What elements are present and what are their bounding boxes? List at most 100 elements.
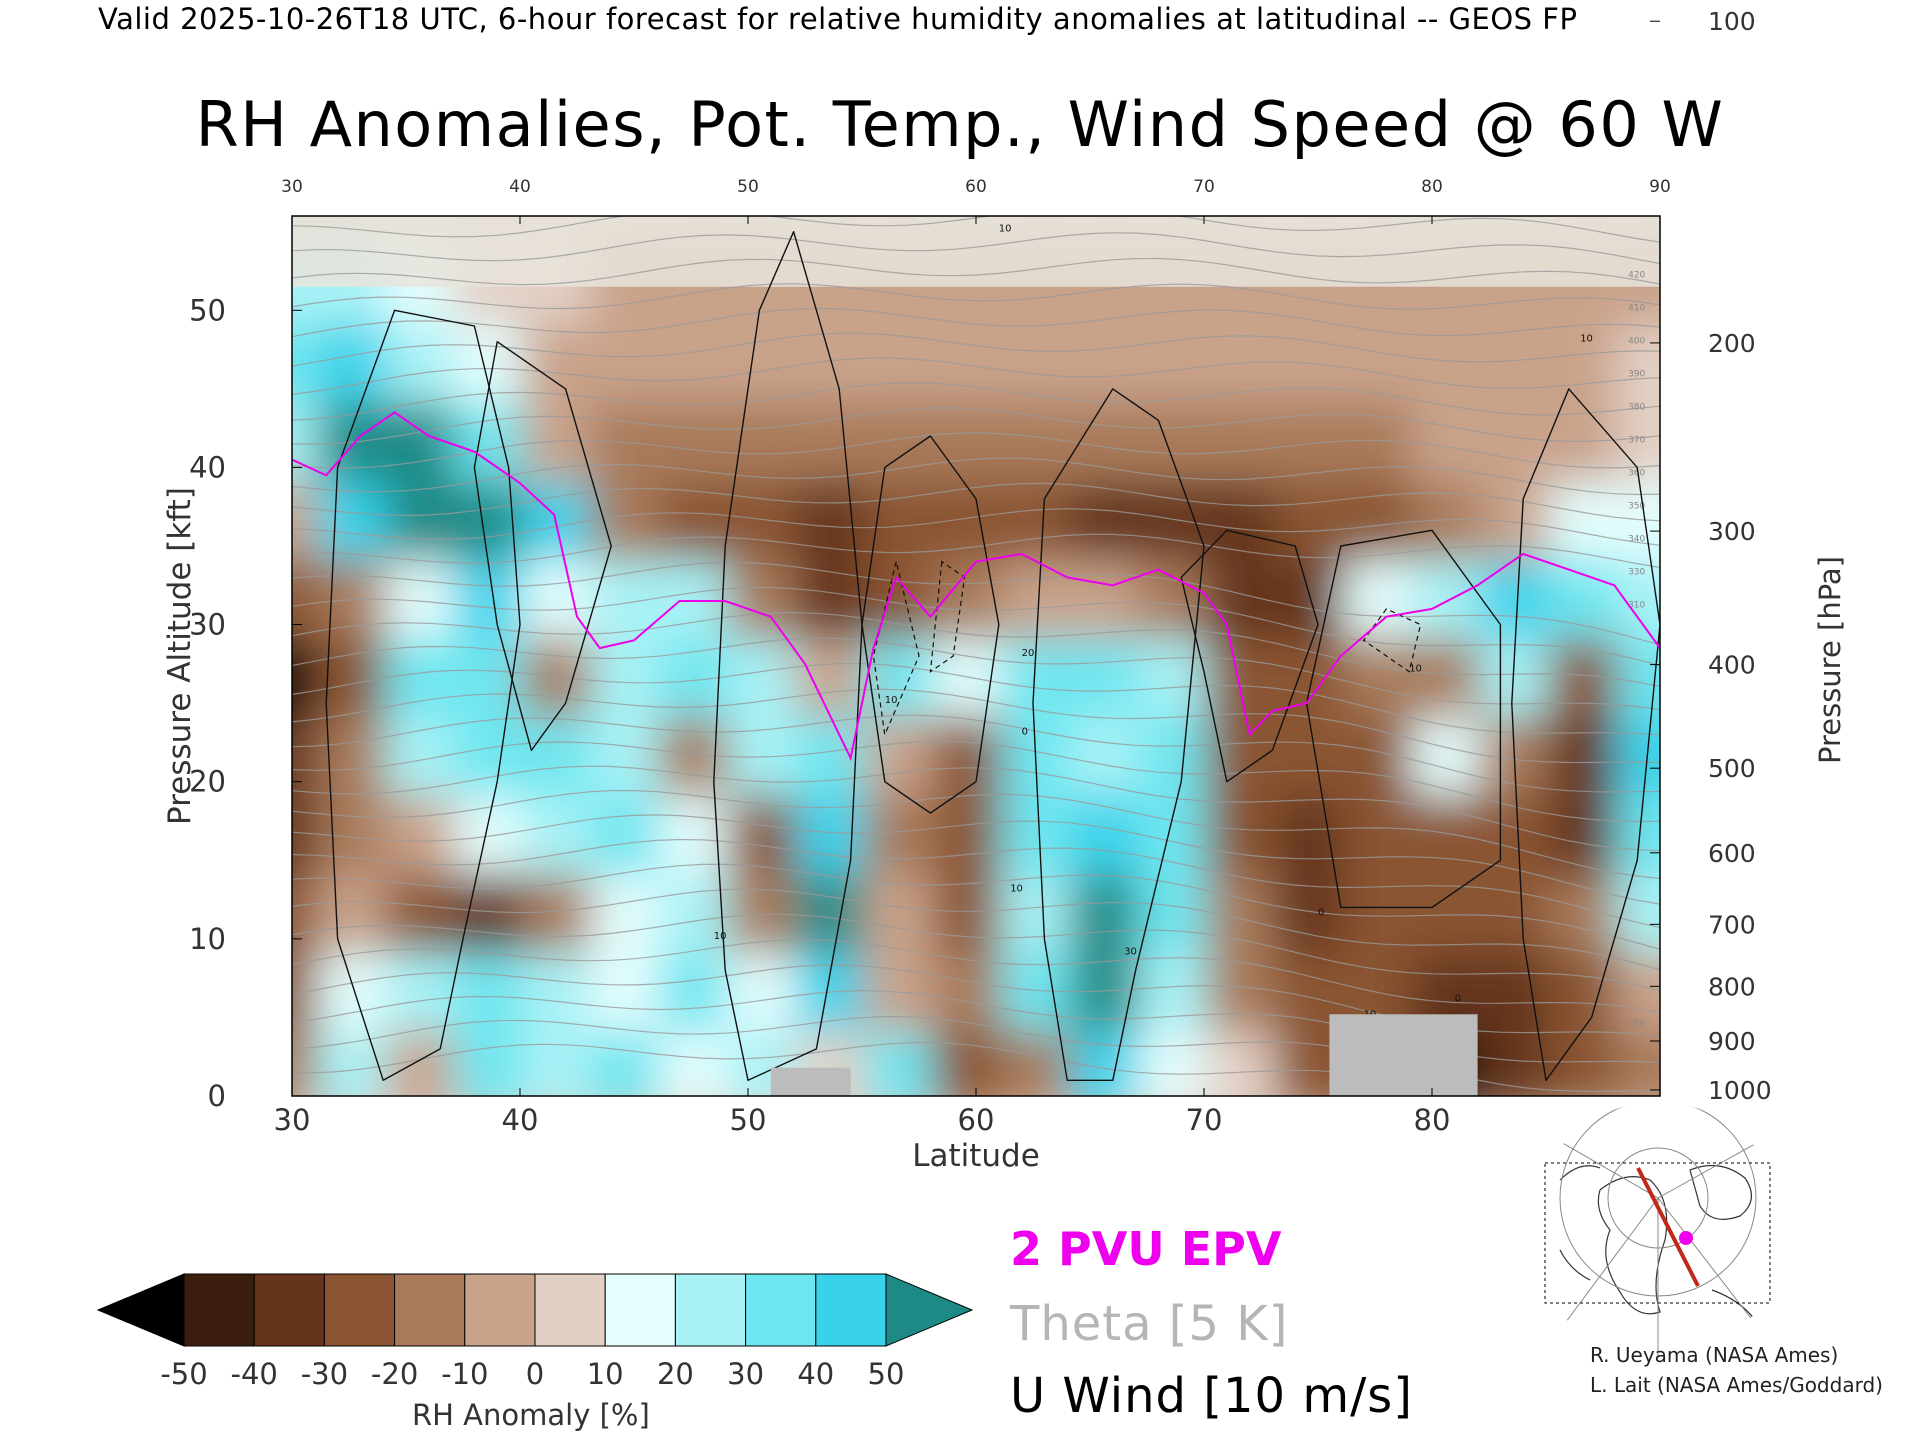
uwind-label: 30	[1124, 947, 1137, 958]
uwind-contour	[1511, 388, 1660, 1081]
theta-label: 350	[1628, 501, 1645, 511]
theta-contour	[292, 561, 1660, 646]
theta-contour	[292, 662, 1660, 736]
theta-contour	[292, 533, 1660, 569]
theta-contour	[292, 888, 1660, 971]
pressure-tick-label: 1000	[1708, 1076, 1772, 1105]
legend-epv: 2 PVU EPV	[1010, 1222, 1282, 1276]
uwind-contour-negative	[929, 560, 966, 673]
uwind-contour	[1032, 388, 1205, 1081]
colorbar-tick-label: -10	[441, 1357, 488, 1391]
heat-cell	[1616, 704, 1660, 796]
theta-contour	[292, 257, 1660, 286]
colorbar-tick-label: 20	[657, 1357, 694, 1391]
x-tick-label: 70	[1186, 1103, 1223, 1137]
x-tick-label-top: 60	[965, 177, 987, 197]
colorbar-tick-label: 10	[587, 1357, 624, 1391]
plot-area: 280 310 330 340 350 360 370 380 390 400 410 420 10 1…	[292, 216, 1660, 1096]
uwind-label: 10	[885, 695, 898, 706]
pressure-tick-label: 300	[1708, 517, 1756, 546]
colorbar-tick-label: -20	[371, 1357, 418, 1391]
pressure-tick-label: 500	[1708, 754, 1756, 783]
theta-label: 330	[1628, 567, 1645, 577]
theta-contour	[292, 332, 1660, 367]
x-tick-label-top: 90	[1649, 177, 1671, 197]
x-axis-label: Latitude	[912, 1138, 1040, 1174]
colorbar-bin	[815, 1273, 887, 1347]
theta-contour	[292, 863, 1660, 950]
y-tick-label: 20	[189, 765, 226, 799]
colorbar-arrow-low	[96, 1273, 185, 1347]
y-tick-label: 0	[208, 1079, 226, 1113]
theta-contour	[292, 637, 1660, 711]
theta-contour	[292, 508, 1660, 546]
x-tick-label-top: 50	[737, 177, 759, 197]
x-tick-label-top: 80	[1421, 177, 1443, 197]
theta-label: 340	[1628, 534, 1645, 544]
uwind-label: 0	[1318, 907, 1324, 918]
theta-contour	[292, 913, 1660, 991]
colorbar-bin	[604, 1273, 676, 1347]
x-tick-label: 30	[274, 1103, 311, 1137]
header-line: Valid 2025-10-26T18 UTC, 6-hour forecast…	[98, 2, 1578, 36]
uwind-contour	[1305, 529, 1502, 909]
theta-contour	[292, 838, 1660, 929]
theta-contour	[292, 357, 1660, 395]
theta-label: 410	[1628, 303, 1645, 313]
credit-line-2: L. Lait (NASA Ames/Goddard)	[1590, 1373, 1883, 1397]
theta-contour	[292, 586, 1660, 666]
theta-label: 400	[1628, 336, 1645, 346]
pressure-axis-label: Pressure [hPa]	[1813, 556, 1847, 764]
theta-label: 380	[1628, 402, 1645, 412]
theta-contours: 280 310 330 340 350 360 370 380 390 400 410 420	[292, 216, 1660, 1096]
colorbar-arrow-high	[885, 1273, 974, 1347]
theta-contour	[292, 611, 1660, 688]
x-tick-label-top: 70	[1193, 177, 1215, 197]
colorbar: -50 -40 -30 -20 -10 0 10 20 30 40 50	[96, 1273, 974, 1391]
uwind-label: 0	[1455, 994, 1461, 1005]
uwind-contour	[325, 309, 521, 1081]
colorbar-tick-label: 50	[868, 1357, 905, 1391]
colorbar-tick-label: 30	[727, 1357, 764, 1391]
theta-contour	[292, 283, 1660, 310]
uwind-label: 10	[999, 224, 1012, 235]
y-tick-label: 10	[189, 922, 226, 956]
colorbar-bin	[183, 1273, 255, 1347]
theta-contour	[292, 688, 1660, 764]
map-location-marker	[1679, 1231, 1693, 1245]
theta-label: 310	[1628, 600, 1645, 610]
colorbar-label: RH Anomaly [%]	[412, 1398, 650, 1432]
locator-map	[1530, 1102, 1786, 1358]
theta-contour	[292, 740, 1660, 823]
uwind-label: 10	[1580, 334, 1593, 345]
pressure-tick-label: 800	[1708, 972, 1756, 1001]
epv-2pvu-line	[292, 411, 1660, 762]
legend-theta: Theta [5 K]	[1010, 1296, 1289, 1352]
y-tick-label: 50	[189, 293, 226, 327]
y-tick-label: 40	[189, 450, 226, 484]
legend-uwind: U Wind [10 m/s]	[1010, 1368, 1414, 1424]
colorbar-bin	[394, 1273, 466, 1347]
map-transect-line	[1636, 1167, 1700, 1287]
heat-cell	[1616, 469, 1660, 561]
theta-contour	[292, 407, 1660, 445]
theta-label: 280	[1628, 1018, 1645, 1028]
x-tick-label: 80	[1414, 1103, 1451, 1137]
heat-cell	[1616, 1019, 1660, 1096]
theta-contour	[292, 814, 1660, 905]
heat-cell	[1616, 311, 1660, 403]
pressure-tick-label: 700	[1708, 910, 1756, 939]
theta-contour	[292, 382, 1660, 421]
theta-label: 390	[1628, 369, 1645, 379]
pressure-tick-label: 400	[1708, 651, 1756, 680]
uwind-label: 10	[1409, 664, 1422, 675]
colorbar-tick-label: -30	[301, 1357, 348, 1391]
x-tick-label: 40	[502, 1103, 539, 1137]
theta-contour	[292, 714, 1660, 793]
chart-title: RH Anomalies, Pot. Temp., Wind Speed @ 6…	[195, 88, 1725, 161]
colorbar-tick-label: -50	[160, 1357, 207, 1391]
map-landmass-americas	[1597, 1176, 1668, 1315]
colorbar-tick-label: 0	[526, 1357, 544, 1391]
surface-mask-block	[1329, 1014, 1478, 1096]
